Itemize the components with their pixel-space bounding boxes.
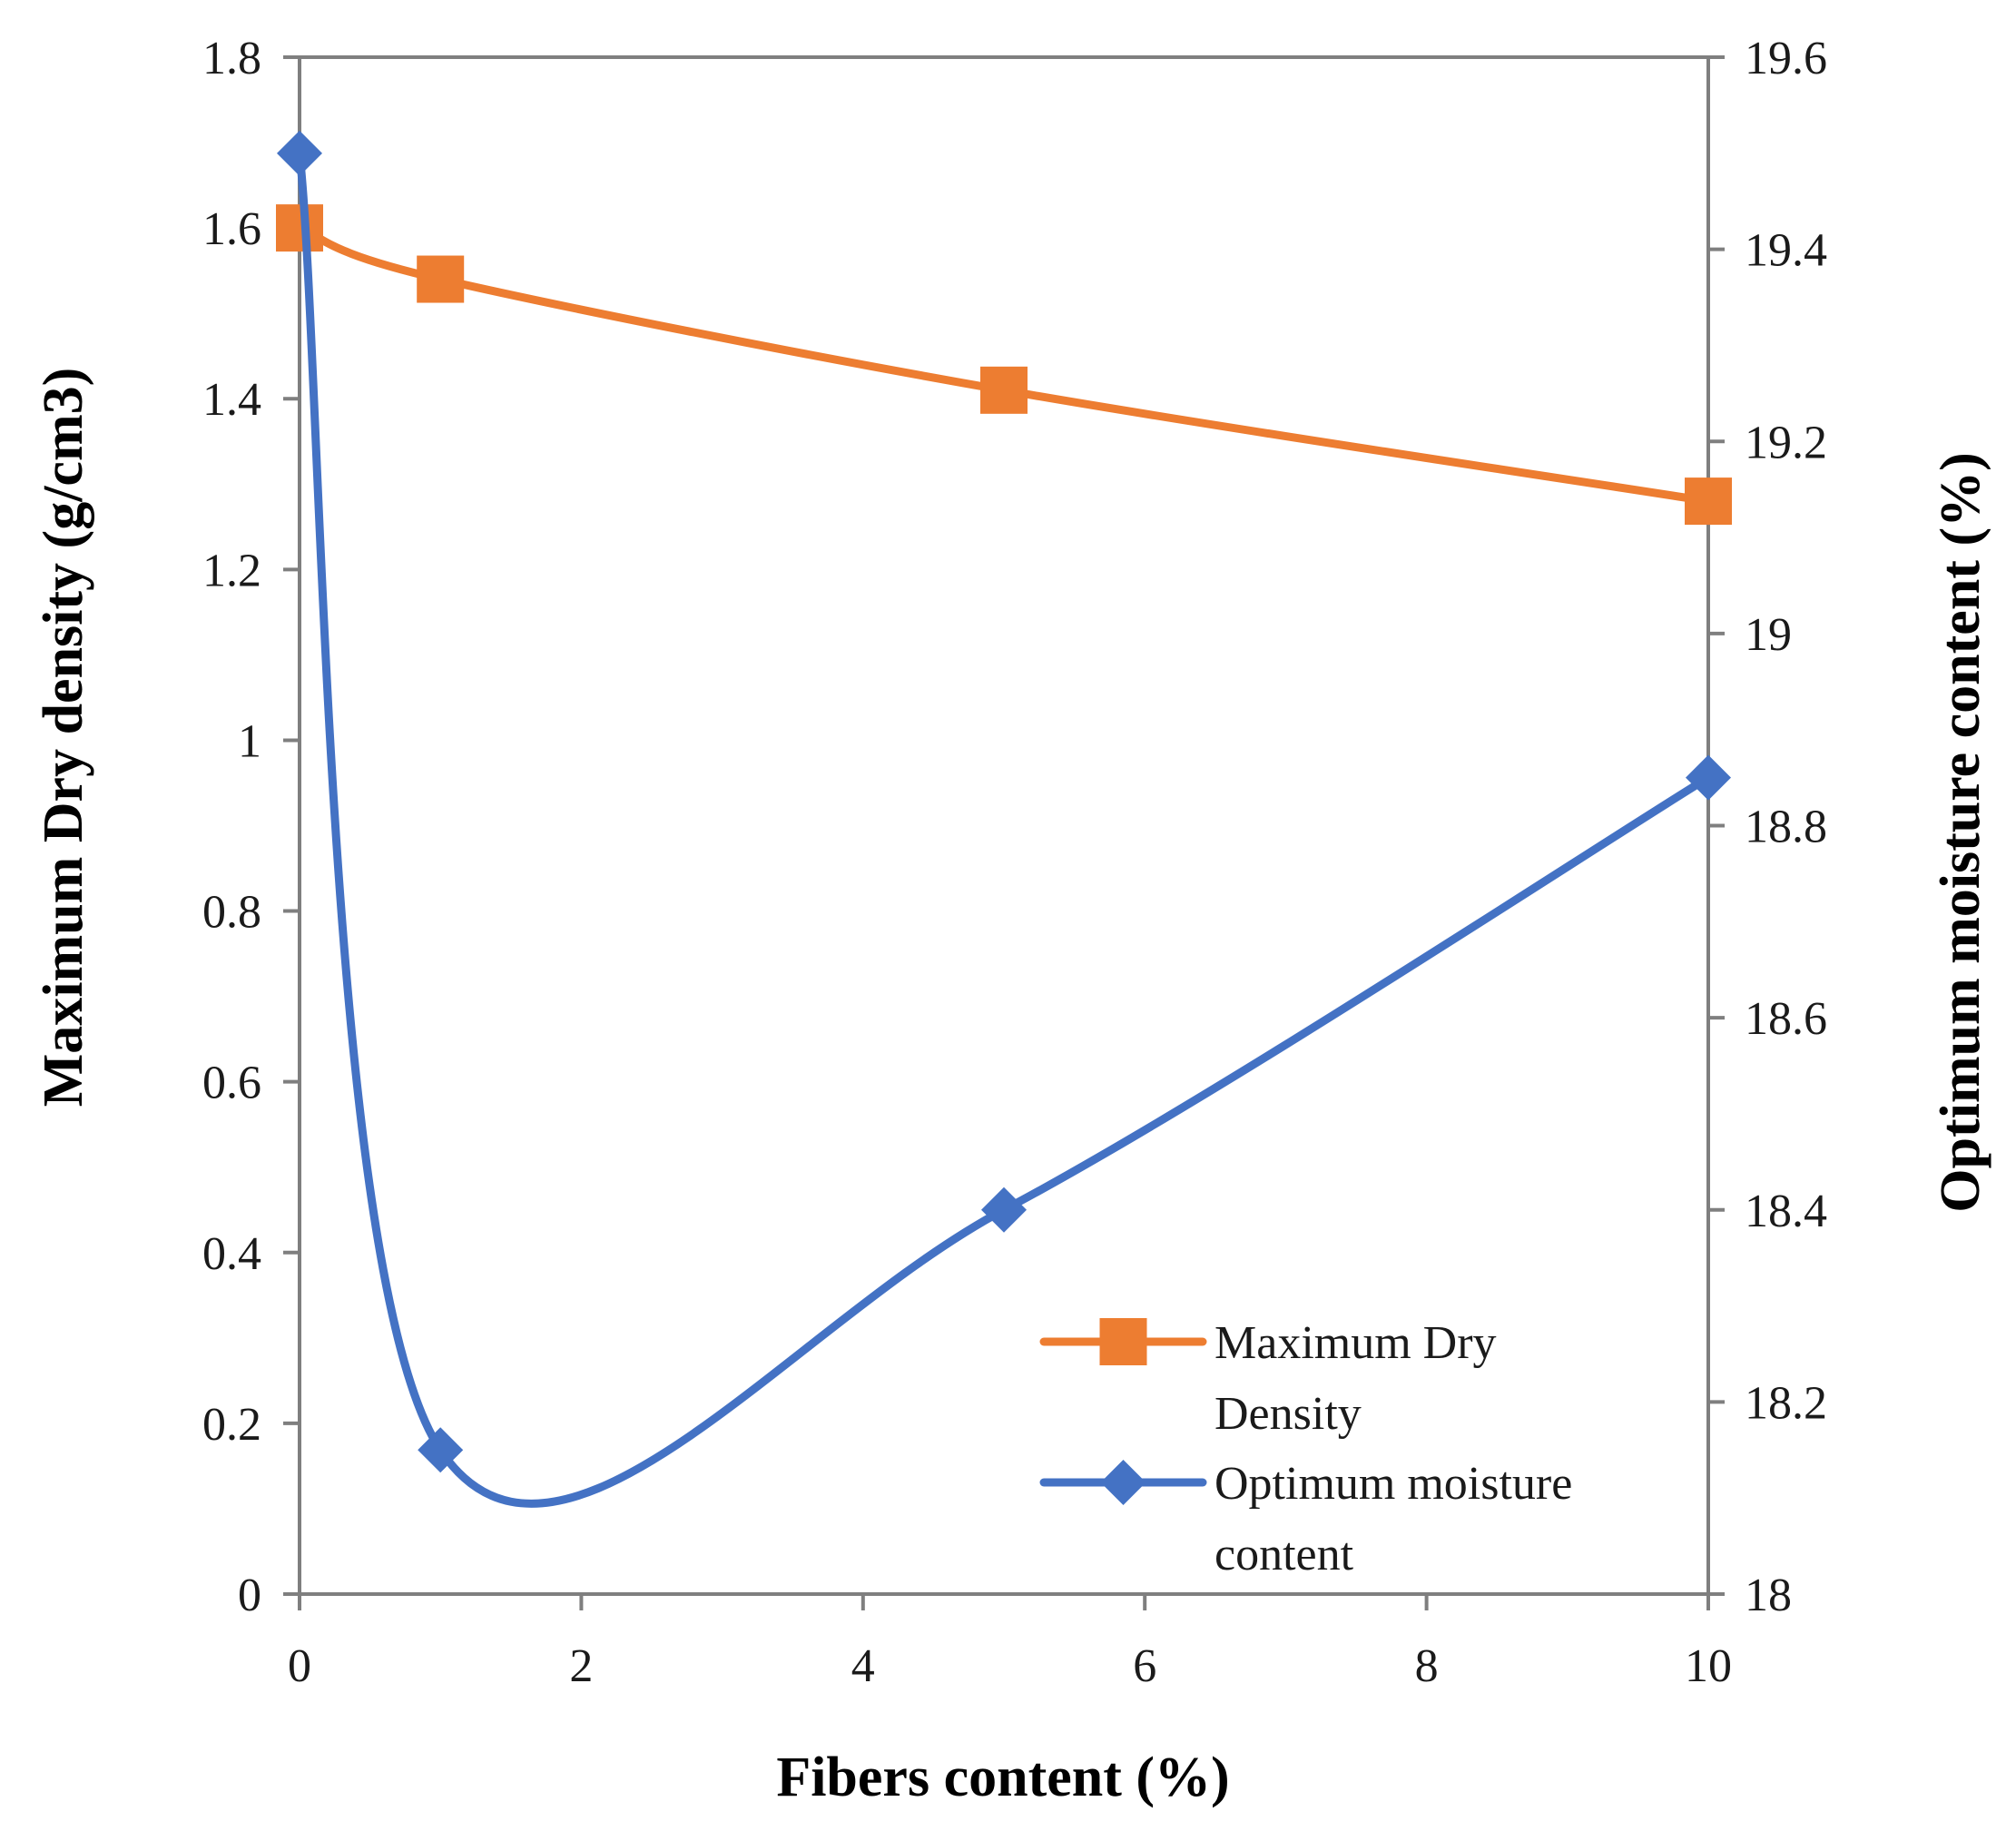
optimum-moisture-content-point: [277, 130, 322, 176]
optimum-moisture-content-point: [418, 1427, 464, 1473]
x-tick-label: 4: [851, 1640, 875, 1692]
left-y-tick-label: 0.6: [202, 1058, 261, 1109]
left-y-tick-label: 0.8: [202, 887, 261, 939]
optimum-moisture-content-line: [295, 149, 1713, 1508]
right-y-tick-label: 18: [1745, 1570, 1792, 1621]
right-y-tick-label: 18.4: [1745, 1186, 1827, 1237]
right-y-tick-label: 18.6: [1745, 993, 1827, 1045]
right-y-axis-title: Optimum moisture content (%): [1930, 452, 1991, 1212]
x-axis-title: Fibers content (%): [776, 1747, 1229, 1808]
left-y-tick-label: 1.8: [202, 33, 261, 84]
left-y-tick-label: 1.6: [202, 203, 261, 255]
legend: Maximum Dry Density Optimum moisture conten…: [1039, 1317, 1572, 1580]
right-y-tick-label: 18.8: [1745, 802, 1827, 853]
series-layer: [276, 130, 1732, 1508]
x-tick-label: 10: [1685, 1640, 1732, 1692]
left-y-axis-title: Maximum Dry density (g/cm3): [33, 368, 94, 1107]
optimum-moisture-content-point: [1686, 754, 1731, 801]
left-y-tick-label: 1.4: [202, 374, 261, 426]
x-tick-label: 2: [569, 1640, 593, 1692]
legend-optimum-moisture-content-marker: [1100, 1460, 1146, 1505]
maximum-dry-density-line: [295, 223, 1713, 506]
maximum-dry-density-point: [417, 255, 465, 303]
maximum-dry-density-point: [1685, 477, 1732, 526]
x-tick-label: 6: [1133, 1640, 1156, 1692]
axes: [283, 55, 1725, 1610]
left-y-tick-label: 1.2: [202, 545, 261, 596]
left-y-tick-label: 0: [238, 1570, 261, 1621]
plot-area-border: [298, 55, 1710, 1596]
left-y-tick-label: 0.2: [202, 1399, 261, 1451]
legend-maximum-dry-density-label: Density: [1215, 1388, 1362, 1440]
right-y-tick-label: 19.4: [1745, 225, 1827, 277]
right-y-tick-label: 18.2: [1745, 1377, 1827, 1429]
tick-labels: 0 2 4 6 8 10 0 0.2 0.4 0.6 0.8 1 1.2 1.4 1.6 1.8 18 18.2 1…: [202, 33, 1827, 1692]
left-y-tick-label: 0.4: [202, 1228, 261, 1280]
left-y-tick-label: 1: [238, 715, 261, 767]
maximum-dry-density-point: [980, 366, 1028, 414]
x-tick-label: 8: [1415, 1640, 1439, 1692]
optimum-moisture-content-point: [981, 1186, 1027, 1233]
right-y-tick-label: 19: [1745, 609, 1792, 661]
maximum-dry-density-point: [276, 204, 323, 252]
legend-optimum-moisture-content-label: Optimum moisture: [1215, 1458, 1572, 1510]
legend-maximum-dry-density-label: Maximum Dry: [1215, 1317, 1497, 1369]
right-y-tick-label: 19.2: [1745, 417, 1827, 468]
legend-optimum-moisture-content-label: content: [1215, 1529, 1354, 1580]
x-tick-label: 0: [288, 1640, 311, 1692]
legend-maximum-dry-density-marker: [1099, 1318, 1147, 1365]
right-y-tick-label: 19.6: [1745, 33, 1827, 84]
